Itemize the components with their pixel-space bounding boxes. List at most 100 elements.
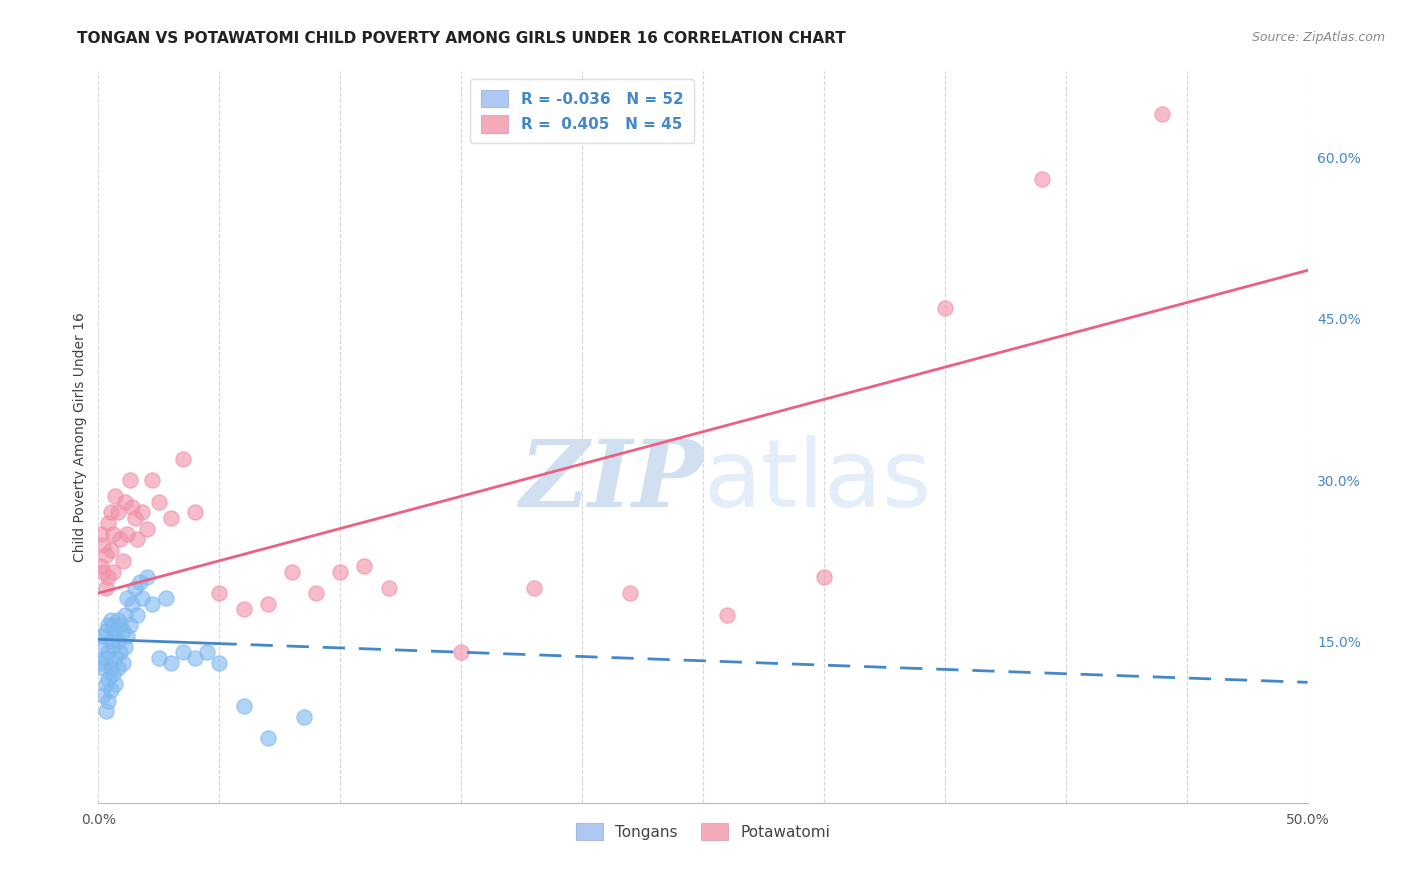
Point <box>97 618 120 632</box>
Point <box>155 591 177 606</box>
Text: ZIP: ZIP <box>519 436 703 526</box>
Point <box>97 570 120 584</box>
Point <box>148 650 170 665</box>
Point <box>256 597 278 611</box>
Point <box>91 565 114 579</box>
Point <box>108 645 131 659</box>
Point <box>100 613 122 627</box>
Point <box>135 570 157 584</box>
Point <box>100 543 122 558</box>
Point <box>281 565 304 579</box>
Point <box>121 597 143 611</box>
Point <box>104 650 127 665</box>
Point <box>377 581 399 595</box>
Point <box>128 575 150 590</box>
Point <box>107 634 129 648</box>
Point <box>111 656 134 670</box>
Point <box>131 591 153 606</box>
Point <box>94 705 117 719</box>
Point <box>329 565 352 579</box>
Point <box>813 570 835 584</box>
Point <box>148 494 170 508</box>
Point <box>94 549 117 563</box>
Point <box>135 521 157 535</box>
Point <box>94 581 117 595</box>
Point <box>101 666 124 681</box>
Point <box>100 505 122 519</box>
Point <box>118 473 141 487</box>
Point <box>97 645 120 659</box>
Point <box>232 602 254 616</box>
Point <box>94 677 117 691</box>
Point <box>208 656 231 670</box>
Point <box>117 629 139 643</box>
Point <box>117 591 139 606</box>
Point <box>172 451 194 466</box>
Point <box>523 581 546 595</box>
Point <box>619 586 641 600</box>
Point <box>101 618 124 632</box>
Point <box>450 645 472 659</box>
Point <box>100 634 122 648</box>
Point <box>114 607 136 622</box>
Point <box>114 494 136 508</box>
Point <box>124 510 146 524</box>
Point <box>108 533 131 547</box>
Point <box>90 527 112 541</box>
Point <box>292 710 315 724</box>
Point <box>1152 107 1174 121</box>
Point <box>100 661 122 675</box>
Point <box>104 489 127 503</box>
Point <box>107 505 129 519</box>
Point <box>94 650 117 665</box>
Point <box>97 516 120 530</box>
Legend: Tongans, Potawatomi: Tongans, Potawatomi <box>569 816 837 847</box>
Point <box>90 559 112 574</box>
Point <box>353 559 375 574</box>
Point <box>117 527 139 541</box>
Point <box>91 688 114 702</box>
Point <box>104 677 127 691</box>
Point <box>127 533 149 547</box>
Text: Source: ZipAtlas.com: Source: ZipAtlas.com <box>1251 31 1385 45</box>
Point <box>121 500 143 514</box>
Text: TONGAN VS POTAWATOMI CHILD POVERTY AMONG GIRLS UNDER 16 CORRELATION CHART: TONGAN VS POTAWATOMI CHILD POVERTY AMONG… <box>77 31 846 46</box>
Point <box>107 661 129 675</box>
Point <box>1031 172 1053 186</box>
Point <box>160 656 183 670</box>
Point <box>141 473 163 487</box>
Point <box>716 607 738 622</box>
Point <box>97 672 120 686</box>
Point <box>232 698 254 713</box>
Point <box>100 682 122 697</box>
Point <box>124 581 146 595</box>
Point <box>305 586 328 600</box>
Point <box>108 618 131 632</box>
Point <box>101 640 124 654</box>
Point <box>256 731 278 746</box>
Point <box>934 301 956 315</box>
Text: atlas: atlas <box>703 435 931 527</box>
Point <box>111 554 134 568</box>
Point <box>208 586 231 600</box>
Point <box>91 538 114 552</box>
Point <box>90 640 112 654</box>
Point <box>101 565 124 579</box>
Point <box>107 613 129 627</box>
Point <box>94 624 117 638</box>
Point <box>172 645 194 659</box>
Point <box>90 656 112 670</box>
Point <box>131 505 153 519</box>
Point <box>118 618 141 632</box>
Point <box>101 527 124 541</box>
Point <box>184 650 207 665</box>
Point <box>97 693 120 707</box>
Point <box>114 640 136 654</box>
Point <box>104 624 127 638</box>
Point <box>91 661 114 675</box>
Y-axis label: Child Poverty Among Girls Under 16: Child Poverty Among Girls Under 16 <box>73 312 87 562</box>
Point <box>141 597 163 611</box>
Point <box>184 505 207 519</box>
Point <box>160 510 183 524</box>
Point <box>91 629 114 643</box>
